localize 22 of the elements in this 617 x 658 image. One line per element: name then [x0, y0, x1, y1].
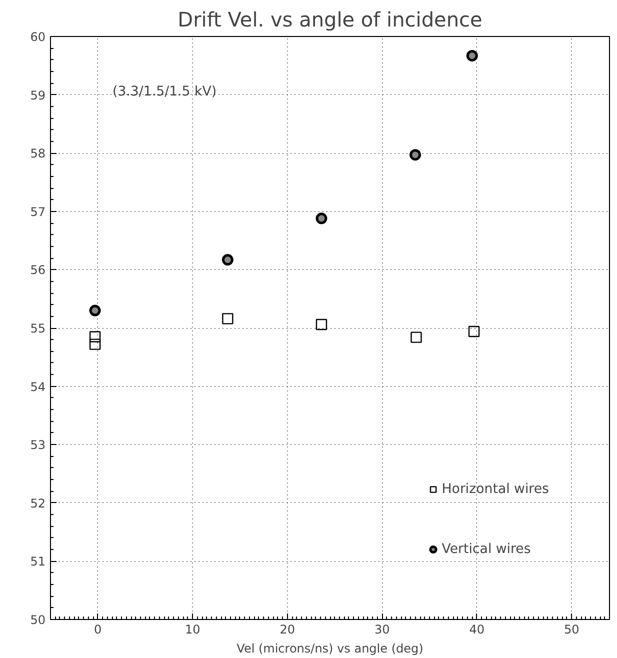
x-axis-title: Vel (microns/ns) vs angle (deg): [236, 642, 424, 656]
y-tick-label: 53: [30, 438, 46, 452]
y-tick-label: 57: [30, 204, 46, 219]
x-tick-label: 40: [469, 622, 484, 636]
x-tick-label: 50: [564, 622, 580, 636]
y-tick-label: 54: [30, 380, 46, 394]
y-tick-label: 59: [30, 88, 46, 102]
y-tick-label: 52: [30, 496, 46, 510]
y-tick-label: 55: [30, 322, 46, 336]
y-tick-label: 56: [30, 263, 46, 278]
x-tick-label: 20: [280, 622, 296, 636]
y-tick-label: 58: [30, 146, 46, 161]
annotation: (3.3/1.5/1.5 kV): [112, 84, 217, 100]
legend-label: Vertical wires: [442, 542, 531, 556]
chart-title: Drift Vel. vs angle of incidence: [178, 8, 482, 32]
x-tick-label: 30: [374, 622, 390, 636]
y-tick-label: 60: [30, 30, 46, 44]
x-tick-label: 10: [184, 622, 200, 636]
y-tick-label: 51: [30, 554, 46, 569]
x-tick-label: 0: [94, 622, 102, 636]
legend-label: Horizontal wires: [442, 482, 549, 496]
y-tick-label: 50: [30, 613, 46, 627]
